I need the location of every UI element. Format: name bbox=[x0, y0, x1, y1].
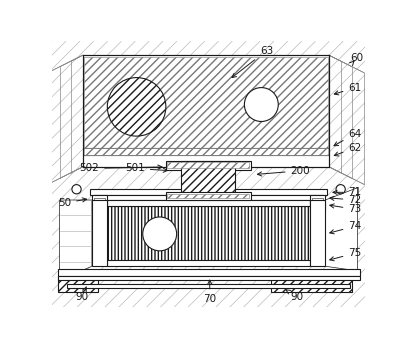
Bar bbox=[92, 195, 107, 211]
Text: 50: 50 bbox=[58, 198, 87, 208]
Circle shape bbox=[244, 88, 278, 121]
Text: 62: 62 bbox=[334, 143, 361, 156]
Bar bbox=[181, 161, 235, 198]
Bar bbox=[84, 148, 328, 155]
Bar bbox=[58, 276, 360, 280]
Bar bbox=[312, 198, 323, 208]
Circle shape bbox=[72, 185, 81, 194]
Bar bbox=[166, 192, 251, 200]
Text: 502: 502 bbox=[80, 164, 162, 174]
Bar bbox=[67, 284, 350, 288]
Bar bbox=[166, 161, 251, 170]
Circle shape bbox=[336, 185, 345, 194]
Text: 71: 71 bbox=[333, 187, 361, 197]
Text: 90: 90 bbox=[75, 287, 88, 302]
Bar bbox=[107, 260, 310, 266]
Bar bbox=[310, 195, 325, 211]
Text: 70: 70 bbox=[203, 280, 216, 304]
Bar bbox=[58, 268, 360, 276]
Text: 63: 63 bbox=[232, 46, 273, 78]
Bar bbox=[107, 206, 310, 262]
Text: 60: 60 bbox=[350, 53, 363, 66]
Bar bbox=[83, 55, 329, 167]
Bar bbox=[107, 200, 310, 206]
Text: 73: 73 bbox=[330, 204, 361, 214]
Text: 75: 75 bbox=[330, 248, 361, 261]
Bar bbox=[94, 195, 323, 200]
Text: 61: 61 bbox=[334, 82, 361, 95]
Bar bbox=[310, 200, 325, 266]
Circle shape bbox=[143, 217, 177, 251]
Polygon shape bbox=[58, 276, 98, 292]
Text: 74: 74 bbox=[330, 221, 361, 234]
Circle shape bbox=[107, 78, 166, 136]
Text: 200: 200 bbox=[258, 166, 310, 176]
Bar bbox=[167, 162, 249, 168]
Bar bbox=[167, 194, 249, 198]
Bar bbox=[94, 198, 105, 208]
Bar bbox=[90, 189, 327, 195]
Polygon shape bbox=[271, 276, 352, 292]
Polygon shape bbox=[59, 200, 92, 280]
Text: 72: 72 bbox=[330, 195, 361, 205]
Text: 64: 64 bbox=[334, 129, 361, 146]
Bar bbox=[92, 200, 107, 266]
Polygon shape bbox=[325, 188, 358, 271]
Text: 90: 90 bbox=[285, 289, 304, 302]
Bar bbox=[84, 57, 328, 148]
Text: 501: 501 bbox=[125, 164, 167, 174]
